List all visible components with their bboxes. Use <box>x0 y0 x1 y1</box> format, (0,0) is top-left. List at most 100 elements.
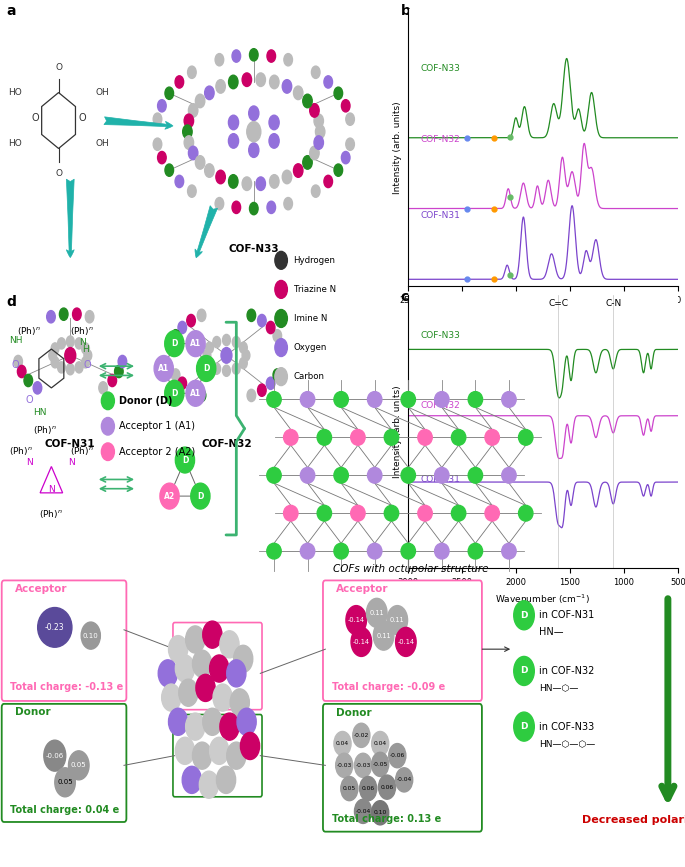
Ellipse shape <box>469 392 482 407</box>
Text: OH: OH <box>96 139 110 147</box>
Circle shape <box>303 156 312 169</box>
Circle shape <box>270 75 279 88</box>
Circle shape <box>366 598 387 628</box>
Circle shape <box>230 689 249 716</box>
Circle shape <box>270 174 279 188</box>
Circle shape <box>373 621 394 650</box>
Ellipse shape <box>317 505 332 521</box>
Text: Total charge: 0.13 e: Total charge: 0.13 e <box>332 814 441 825</box>
Ellipse shape <box>451 429 466 446</box>
Ellipse shape <box>334 544 349 559</box>
Circle shape <box>175 75 184 88</box>
Text: Total charge: 0.04 e: Total charge: 0.04 e <box>10 805 119 815</box>
Ellipse shape <box>519 429 533 446</box>
Circle shape <box>316 125 325 139</box>
Text: Imine N: Imine N <box>294 314 327 323</box>
Text: Total charge: -0.09 e: Total charge: -0.09 e <box>332 682 445 693</box>
Text: COF-N32: COF-N32 <box>421 401 460 410</box>
Text: Acceptor 1 (A1): Acceptor 1 (A1) <box>119 421 195 431</box>
Circle shape <box>158 660 177 687</box>
Text: 0.11: 0.11 <box>369 610 384 616</box>
Circle shape <box>86 310 94 323</box>
Ellipse shape <box>38 608 72 648</box>
Text: HN—: HN— <box>540 627 564 637</box>
Circle shape <box>242 349 250 361</box>
Text: Triazine N: Triazine N <box>294 285 336 294</box>
Circle shape <box>336 753 353 778</box>
Circle shape <box>387 605 408 635</box>
Circle shape <box>232 336 240 348</box>
FancyBboxPatch shape <box>323 580 482 701</box>
Circle shape <box>188 185 196 198</box>
Circle shape <box>206 357 214 368</box>
Circle shape <box>203 708 222 735</box>
Circle shape <box>353 723 370 747</box>
Circle shape <box>17 365 26 378</box>
Text: Hydrogen: Hydrogen <box>294 256 336 264</box>
Circle shape <box>186 330 206 356</box>
Circle shape <box>312 185 320 198</box>
Circle shape <box>165 330 184 356</box>
Circle shape <box>73 308 81 320</box>
Text: -0.14: -0.14 <box>397 639 414 645</box>
Circle shape <box>273 368 282 381</box>
Circle shape <box>216 766 236 793</box>
Circle shape <box>249 49 258 61</box>
Ellipse shape <box>367 544 382 559</box>
Text: -0.06: -0.06 <box>390 753 405 758</box>
Text: COF-N31: COF-N31 <box>45 440 96 449</box>
Text: 0.06: 0.06 <box>380 785 394 790</box>
Circle shape <box>186 626 205 653</box>
Circle shape <box>49 349 57 361</box>
Circle shape <box>195 95 205 108</box>
Circle shape <box>203 349 211 361</box>
Circle shape <box>341 152 350 164</box>
Circle shape <box>199 771 219 799</box>
Text: 0.04: 0.04 <box>373 741 387 746</box>
Circle shape <box>108 375 116 387</box>
Circle shape <box>178 377 186 389</box>
Circle shape <box>205 86 214 100</box>
Text: D: D <box>171 388 177 398</box>
Circle shape <box>171 329 180 342</box>
Circle shape <box>165 87 173 100</box>
Circle shape <box>175 175 184 187</box>
Text: O: O <box>84 361 92 370</box>
Circle shape <box>258 315 266 327</box>
Circle shape <box>82 342 90 354</box>
Text: COF-N32: COF-N32 <box>201 440 252 449</box>
Text: Donor: Donor <box>336 708 371 718</box>
Text: HN—⬡—: HN—⬡— <box>540 683 579 693</box>
Text: D: D <box>521 722 527 731</box>
Circle shape <box>396 768 412 792</box>
Circle shape <box>210 655 229 682</box>
Circle shape <box>514 601 534 629</box>
Circle shape <box>47 310 55 323</box>
Circle shape <box>220 631 239 658</box>
Text: Carbon: Carbon <box>294 372 325 381</box>
Circle shape <box>334 164 342 176</box>
Circle shape <box>293 86 303 100</box>
Circle shape <box>44 740 66 771</box>
Circle shape <box>232 201 240 213</box>
Ellipse shape <box>284 505 298 521</box>
Ellipse shape <box>401 544 415 559</box>
Circle shape <box>191 483 210 509</box>
Ellipse shape <box>300 544 314 559</box>
Circle shape <box>158 152 166 164</box>
Circle shape <box>282 80 292 93</box>
Circle shape <box>240 733 260 759</box>
Circle shape <box>101 418 114 435</box>
Circle shape <box>334 732 351 756</box>
Circle shape <box>514 656 534 686</box>
Text: HN: HN <box>33 407 46 417</box>
Text: A2: A2 <box>164 492 175 500</box>
Circle shape <box>75 362 83 373</box>
Text: D: D <box>203 364 210 373</box>
Text: N: N <box>68 458 75 466</box>
Circle shape <box>215 198 224 210</box>
Text: c: c <box>401 290 409 304</box>
Ellipse shape <box>501 544 516 559</box>
Circle shape <box>223 335 230 346</box>
Circle shape <box>215 54 224 66</box>
